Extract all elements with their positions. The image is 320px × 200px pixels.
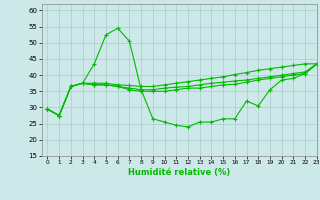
X-axis label: Humidité relative (%): Humidité relative (%) [128, 168, 230, 177]
